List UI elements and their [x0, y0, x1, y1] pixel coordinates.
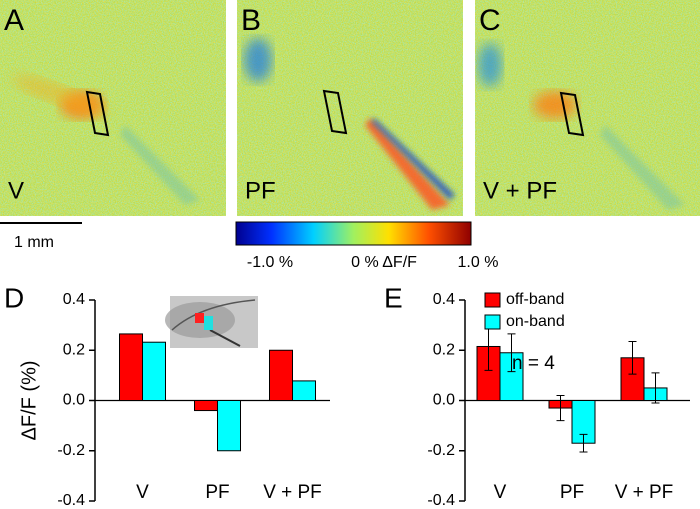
bar	[194, 400, 218, 412]
x-tick-label: V	[136, 482, 149, 503]
error-bar	[556, 394, 565, 422]
legend-label: off-band	[506, 291, 564, 308]
bar	[292, 380, 316, 401]
legend-swatch	[484, 314, 501, 330]
image-c	[475, 0, 700, 216]
bar	[119, 333, 143, 402]
panel-caption: V	[8, 177, 24, 204]
legend-swatch	[484, 292, 501, 308]
error-bar	[579, 433, 588, 453]
y-tick-label: -0.4	[427, 492, 455, 509]
colorbar-label: 1.0 %	[458, 254, 499, 271]
colorbar	[235, 221, 472, 246]
error-bar	[507, 333, 516, 373]
error-bar	[651, 372, 660, 404]
panel-label: A	[4, 4, 24, 37]
x-tick-label: PF	[560, 482, 584, 503]
y-tick-label: 0.2	[433, 341, 455, 358]
bar	[269, 349, 293, 401]
y-tick-label: 0.0	[433, 392, 455, 409]
bar	[217, 400, 241, 452]
panel-label: D	[4, 282, 24, 313]
image-a	[0, 0, 226, 216]
y-tick-label: -0.2	[57, 442, 85, 459]
x-tick-label: V + PF	[615, 482, 674, 503]
scale-bar-label: 1 mm	[14, 234, 54, 251]
x-tick-label: PF	[205, 482, 229, 503]
panel-label: C	[479, 4, 501, 37]
y-tick-label: -0.4	[57, 492, 85, 509]
colorbar-label: 0 % ΔF/F	[351, 254, 417, 271]
bar	[142, 341, 166, 401]
panel-caption: V + PF	[483, 177, 557, 204]
y-tick-label: 0.2	[63, 341, 85, 358]
panel-label: B	[241, 4, 261, 37]
y-tick-label: 0.4	[433, 291, 455, 308]
image-b	[237, 0, 463, 216]
annotation: n = 4	[512, 353, 555, 374]
x-tick-label: V	[494, 482, 507, 503]
y-tick-label: -0.2	[427, 442, 455, 459]
y-tick-label: 0.4	[63, 291, 85, 308]
y-tick-label: 0.0	[63, 392, 85, 409]
y-axis-label: ΔF/F (%)	[18, 360, 40, 440]
x-tick-label: V + PF	[263, 482, 322, 503]
inset-image	[165, 296, 258, 348]
panel-label: E	[384, 282, 403, 313]
colorbar-label: -1.0 %	[247, 254, 293, 271]
panel-caption: PF	[245, 177, 276, 204]
legend-label: on-band	[506, 313, 565, 330]
error-bar	[628, 340, 637, 375]
